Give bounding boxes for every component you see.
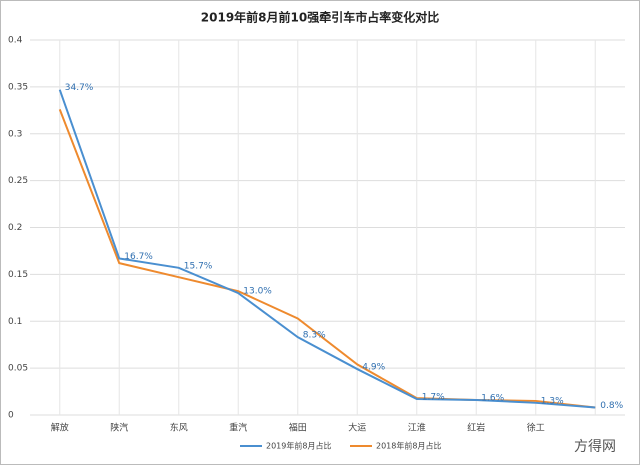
logo: 方得网 <box>574 438 616 455</box>
x-tick-label: 重汽 <box>229 422 247 434</box>
legend-label: 2019年前8月占比 <box>266 441 331 451</box>
y-tick-label: 0.05 <box>8 364 28 374</box>
legend-label: 2018年前8月占比 <box>376 441 441 451</box>
y-tick-label: 0.3 <box>8 129 22 139</box>
y-tick-label: 0.4 <box>8 36 23 46</box>
value-label: 16.7% <box>124 252 153 262</box>
x-tick-label: 东风 <box>170 422 188 434</box>
y-tick-label: 0 <box>8 411 14 421</box>
value-label: 4.9% <box>362 363 385 373</box>
x-tick-label: 徐工 <box>527 422 545 434</box>
value-label: 0.8% <box>600 401 623 411</box>
x-tick-label: 福田 <box>289 422 307 434</box>
y-tick-label: 0.35 <box>8 82 28 92</box>
x-tick-label: 大运 <box>348 422 366 434</box>
series-line <box>58 89 596 409</box>
value-label: 1.7% <box>422 393 445 403</box>
value-label: 1.3% <box>541 396 564 406</box>
x-tick-label: 红岩 <box>467 422 485 434</box>
y-tick-label: 0.2 <box>8 223 22 233</box>
value-label: 34.7% <box>65 83 94 93</box>
x-tick-label: 解放 <box>51 422 69 434</box>
y-tick-label: 0.1 <box>8 317 22 327</box>
y-tick-label: 0.25 <box>8 176 28 186</box>
value-label: 13.0% <box>243 287 272 297</box>
value-label: 8.3% <box>303 331 326 341</box>
chart-title: 2019年前8月前10强牵引车市占率变化对比 <box>201 10 439 25</box>
x-tick-label: 江淮 <box>408 423 426 434</box>
y-tick-label: 0.15 <box>8 270 28 280</box>
value-label: 1.6% <box>481 394 504 404</box>
value-label: 15.7% <box>184 261 213 271</box>
x-tick-label: 陕汽 <box>110 422 128 434</box>
